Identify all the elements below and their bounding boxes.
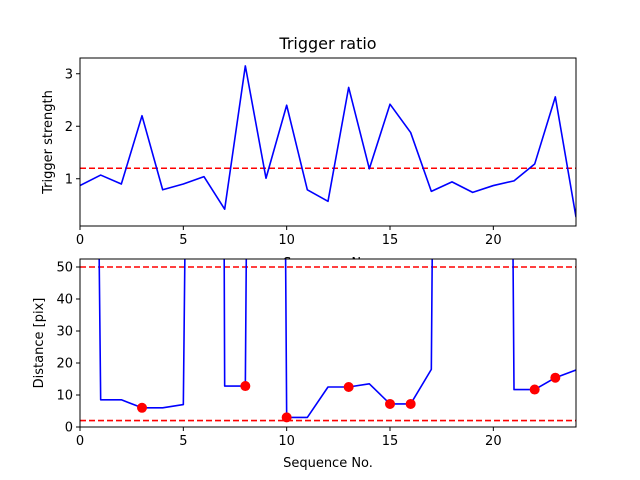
x-tick-label: 10: [278, 233, 295, 248]
data-point-marker: [385, 398, 395, 409]
plot-frame: [79, 57, 577, 227]
selected-points: [137, 372, 561, 423]
x-tick-label: 15: [382, 434, 399, 449]
x-tick-label: 0: [76, 434, 84, 449]
y-tick-label: 30: [56, 325, 73, 340]
y-axis-label: Distance [pix]: [32, 298, 47, 389]
x-axis-ticks: 0 5 10 15 20: [76, 427, 502, 449]
plot-area-background: [80, 259, 576, 427]
y-tick-label: 1: [65, 172, 73, 187]
x-tick-label: 20: [485, 233, 502, 248]
series-line-0: [80, 65, 576, 218]
y-axis-label: Trigger strength: [41, 90, 56, 195]
data-point-marker: [529, 384, 540, 395]
x-axis-ticks: 0 5 10 15 20: [76, 226, 502, 248]
x-tick-label: 15: [382, 233, 399, 248]
y-tick-label: 20: [56, 357, 73, 372]
x-axis-label: Sequence No.: [283, 456, 373, 471]
threshold-lines: [80, 266, 576, 422]
y-tick-label: 10: [56, 389, 73, 404]
chart-title: Trigger ratio: [278, 34, 376, 53]
plot-frame: [79, 258, 577, 428]
x-tick-label: 5: [179, 434, 187, 449]
y-tick-label: 40: [56, 293, 73, 308]
data-point-marker: [343, 382, 354, 392]
data-point-marker: [405, 398, 416, 409]
y-axis-ticks: 0 10 20 30 40 50: [56, 261, 80, 436]
x-tick-label: 0: [76, 233, 84, 248]
y-tick-label: 50: [56, 261, 73, 276]
data-point-marker: [550, 372, 561, 383]
x-tick-label: 10: [278, 434, 295, 449]
data-point-marker: [240, 381, 251, 392]
y-tick-label: 0: [65, 421, 73, 436]
distance-panel: 0 5 10 15 20 0 10 20 30 40 50 Sequence No. Distan…: [32, 258, 577, 471]
y-axis-ticks: 1 2 3: [65, 67, 80, 187]
y-tick-label: 2: [65, 120, 73, 135]
data-point-marker: [137, 402, 147, 413]
series-lines: [80, 65, 576, 218]
data-point-marker: [281, 412, 292, 423]
y-tick-label: 3: [65, 67, 73, 82]
x-tick-label: 5: [179, 233, 187, 248]
x-tick-label: 20: [485, 434, 502, 449]
